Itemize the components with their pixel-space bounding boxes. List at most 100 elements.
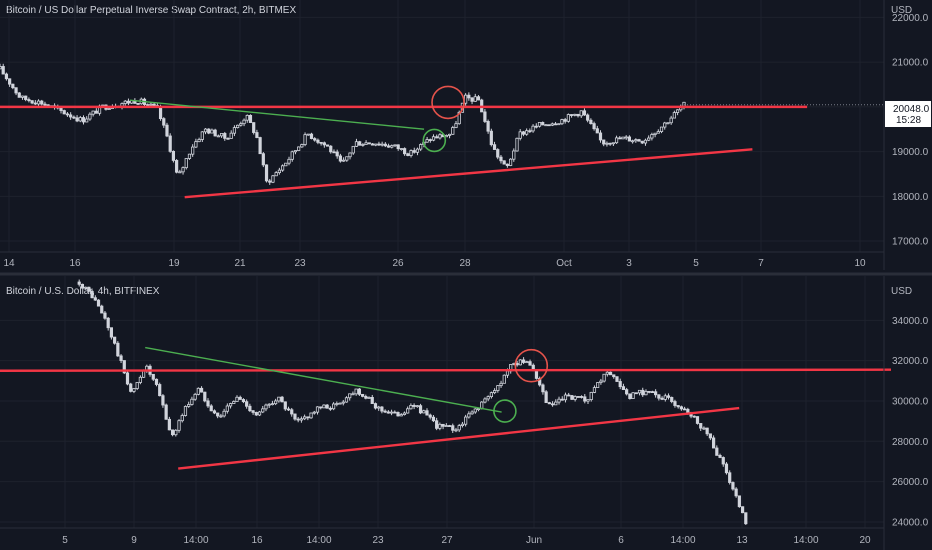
candle-body [293,150,298,153]
candle-body [389,411,394,414]
price-tick-label: 30000.0 [892,396,929,407]
price-tick-label: 34000.0 [892,316,929,327]
candle-body [419,144,423,150]
candle-body [226,137,230,140]
candle-body [470,411,474,415]
candle-body [167,418,171,431]
candle-body [467,413,471,418]
candle-body [715,447,719,456]
candle-body [631,392,635,399]
candle-body [206,400,210,407]
candle-body [207,128,211,134]
red-circle-marker [514,348,549,383]
time-tick-label: 28 [459,258,471,269]
candle-body [663,122,667,128]
candle-body [245,401,249,407]
candle-body [325,144,330,147]
candle-body [666,122,670,125]
candle-body [406,153,410,156]
candle-body [457,425,461,431]
candle-body [505,370,510,376]
candle-body [212,410,217,414]
candle-body [328,407,332,410]
candle-body [573,113,577,116]
candle-body [521,131,526,135]
candle-body [17,92,21,98]
candle-body [586,114,590,121]
candle-body [454,123,458,128]
candle-body [386,145,391,148]
candle-body [149,103,153,106]
candle-body [181,167,185,173]
candle-body [293,413,297,420]
candle-body [679,406,683,410]
time-tick-label: 14:00 [670,535,695,546]
candle-body [296,418,300,421]
candle-body [184,158,188,169]
candle-body [576,113,580,117]
candle-body [467,94,471,99]
price-tick-label: 17000.0 [892,237,929,248]
candle-body [656,131,660,134]
candle-body [290,151,294,160]
candle-body [274,400,278,405]
trend-line [129,99,425,130]
candle-body [161,395,165,406]
candle-body [344,397,349,403]
candle-body [418,405,423,414]
candle-body [367,397,371,399]
candle-body [502,374,506,384]
candle-body [364,395,368,399]
candle-body [554,401,558,406]
time-tick-label: 21 [234,258,246,269]
candle-body [573,396,577,400]
candle-body [447,133,452,136]
candle-body [261,408,265,413]
candle-body [621,136,625,140]
candle-body [152,103,156,106]
candle-body [608,142,612,145]
candle-body [183,406,188,416]
candle-body [624,136,628,139]
candle-body [236,124,240,128]
candle-body [255,132,259,138]
candle-body [36,100,41,105]
candle-body [348,152,352,158]
candle-body [570,395,574,400]
candle-body [612,374,616,378]
candle-body [570,114,574,116]
candle-body [72,116,76,119]
candle-body [576,396,580,398]
candle-body [268,180,272,183]
trend-line [145,346,502,413]
chart-panel-bitfinex: Bitcoin / U.S. Dollar, 4h, BITFINEX USD … [0,276,929,550]
candle-body [241,399,246,403]
candle-body [351,393,355,396]
candle-body [158,106,163,120]
candle-body [197,139,201,143]
candle-body [126,100,131,104]
candle-body [84,286,88,289]
candle-body [136,103,140,105]
candle-body [550,123,554,126]
candle-body [708,433,712,439]
candle-body [123,100,127,104]
candle-body [602,139,606,145]
candle-body [251,410,255,413]
candle-body [187,153,192,159]
candle-body [425,139,429,143]
candle-body [699,423,703,429]
candle-body [483,111,487,122]
candle-body [415,148,420,153]
candle-body [705,427,709,435]
candle-body [93,297,97,301]
time-tick-label: 5 [62,535,68,546]
candle-body [647,137,651,141]
candle-body [383,410,387,413]
candle-body [203,128,208,133]
panel-title: Bitcoin / U.S. Dollar, 4h, BITFINEX [6,286,160,297]
candle-body [175,160,179,173]
candle-body [290,409,294,415]
candle-body [174,429,178,436]
candle-body [313,138,317,141]
